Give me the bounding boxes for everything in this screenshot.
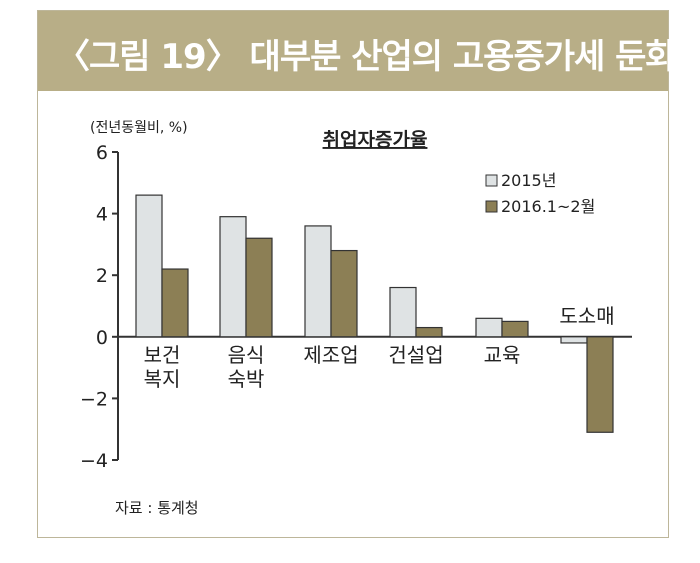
bar-series1: [219, 216, 247, 338]
bar-series2: [586, 336, 614, 433]
category-label: 숙박: [228, 367, 265, 391]
figure-title: 〈그림 19〉 대부분 산업의 고용증가세 둔화: [56, 37, 677, 77]
category-label: 보건: [144, 343, 181, 367]
legend-swatch: [485, 174, 498, 187]
category-label: 도소매: [559, 304, 614, 328]
y-tick-label: 4: [96, 204, 108, 226]
bar-series2: [330, 249, 358, 338]
y-tick-label: 2: [96, 265, 108, 287]
bar-series1: [560, 336, 588, 344]
bar-series1: [389, 286, 417, 338]
category-label: 제조업: [303, 343, 358, 367]
bar-series2: [161, 268, 189, 338]
bar-series2: [415, 326, 443, 338]
y-tick-label: 6: [96, 142, 108, 164]
bar-series2: [501, 320, 529, 338]
bar-series1: [304, 225, 332, 338]
chart-title: 취업자증가율: [323, 129, 428, 151]
legend-label: 2015년: [501, 171, 556, 190]
figure-header: 〈그림 19〉 대부분 산업의 고용증가세 둔화: [38, 11, 677, 91]
bar-series2: [245, 237, 273, 338]
category-label: 음식: [228, 343, 265, 367]
category-label: 건설업: [388, 343, 443, 367]
legend-label: 2016.1~2월: [501, 197, 595, 216]
y-tick-label: −4: [80, 450, 108, 472]
category-label: 교육: [484, 343, 521, 367]
y-axis-label: (전년동월비, %): [90, 120, 188, 136]
bar-series1: [135, 194, 163, 338]
legend-swatch: [485, 200, 498, 213]
y-tick-label: −2: [80, 388, 108, 410]
bar-series1: [475, 317, 503, 338]
source-note: 자료 : 통계청: [115, 499, 199, 517]
category-label: 복지: [144, 367, 181, 391]
y-tick-label: 0: [96, 327, 108, 349]
